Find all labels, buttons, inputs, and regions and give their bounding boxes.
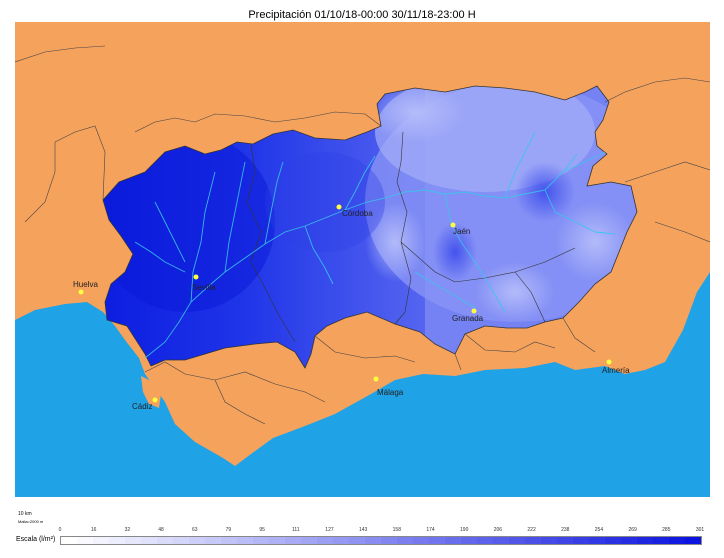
legend-tick-label: 254 (594, 527, 604, 533)
legend-area: 10 km Malla=2000 m Escala (l/m²) 0 16 32 48… (15, 497, 710, 553)
legend-color-step (221, 537, 237, 544)
city-dot-cadiz (152, 397, 158, 403)
legend-tick-label: 95 (259, 527, 265, 533)
legend-color-step (573, 537, 589, 544)
legend-label: Escala (l/m²) (16, 536, 56, 543)
legend-color-step (493, 537, 509, 544)
legend-color-step (109, 537, 125, 544)
legend-color-step (397, 537, 413, 544)
legend-color-step (605, 537, 621, 544)
legend-tick-label: 63 (191, 527, 198, 533)
legend-color-step (461, 537, 477, 544)
legend-tick-label: 79 (225, 527, 232, 533)
legend-tick-label: 158 (392, 527, 401, 533)
legend-color-step (237, 537, 253, 544)
legend-tick-label: 285 (662, 527, 671, 533)
legend-tick-label: 127 (325, 527, 334, 533)
grid-size-label: Malla=2000 m (18, 519, 44, 524)
city-label-almeria: Almería (602, 366, 630, 375)
city-dot-almeria (606, 359, 612, 365)
city-dot-jaen (450, 222, 456, 228)
legend-color-bar (60, 536, 702, 545)
legend-tick-label: 190 (460, 527, 469, 533)
legend-tick-label: 111 (291, 527, 300, 533)
legend-color-step (269, 537, 285, 544)
legend-color-step (157, 537, 173, 544)
legend-color-step (477, 537, 493, 544)
legend-color-step (445, 537, 461, 544)
legend-tick-label: 48 (158, 527, 164, 533)
map-title: Precipitación 01/10/18-00:00 30/11/18-23… (248, 9, 476, 21)
legend-tick-label: 269 (628, 527, 637, 533)
legend-color-step (669, 537, 685, 544)
legend-color-step (413, 537, 429, 544)
city-dot-granada (471, 308, 477, 314)
legend-color-step (173, 537, 189, 544)
precipitation-map: Huelva Sevilla Córdoba Jaén Granada Alme… (15, 22, 710, 497)
legend-color-step (141, 537, 157, 544)
legend-tick-label: 32 (124, 527, 131, 533)
city-label-cordoba: Córdoba (342, 209, 373, 218)
legend-tick-label: 0 (58, 527, 62, 533)
legend-tick-label: 301 (695, 527, 705, 533)
legend-color-step (525, 537, 541, 544)
legend-color-step (333, 537, 349, 544)
legend-color-step (509, 537, 525, 544)
legend-color-step (93, 537, 109, 544)
legend-tick-label: 222 (527, 527, 536, 533)
legend-color-step (349, 537, 365, 544)
city-label-sevilla: Sevilla (192, 283, 216, 292)
legend-color-step (381, 537, 397, 544)
precipitation-field (103, 86, 637, 368)
legend-color-step (285, 537, 301, 544)
city-markers: Huelva Sevilla Córdoba Jaén Granada Alme… (73, 204, 630, 411)
legend-tick-label: 238 (561, 527, 570, 533)
legend-tick-label: 174 (426, 527, 435, 533)
city-label-granada: Granada (452, 314, 484, 323)
legend-color-step (125, 537, 141, 544)
legend-color-step (189, 537, 205, 544)
legend-color-step (541, 537, 557, 544)
legend-color-step (589, 537, 605, 544)
scale-bar-label: 10 km (18, 511, 32, 517)
legend-color-step (253, 537, 269, 544)
legend-color-step (205, 537, 221, 544)
legend-ticks: 0 16 32 48 63 79 95 111 127 143 158 174 190 206 222 238… (58, 527, 705, 535)
legend-color-step (429, 537, 445, 544)
legend-tick-label: 143 (358, 527, 368, 533)
sea-area (15, 272, 710, 497)
city-dot-sevilla (193, 274, 199, 280)
legend-color-step (637, 537, 653, 544)
city-label-huelva: Huelva (73, 280, 98, 289)
andalucia-outline (102, 85, 638, 369)
city-dot-malaga (373, 376, 379, 382)
legend-color-step (621, 537, 637, 544)
legend-color-step (61, 537, 77, 544)
legend-color-step (365, 537, 381, 544)
city-label-cadiz: Cádiz (132, 402, 152, 411)
legend-tick-label: 206 (493, 527, 503, 533)
city-label-jaen: Jaén (453, 227, 470, 236)
legend-color-step (685, 537, 701, 544)
rivers (134, 131, 616, 359)
legend-color-step (317, 537, 333, 544)
city-dot-huelva (78, 289, 84, 295)
legend-color-step (301, 537, 317, 544)
city-label-malaga: Málaga (377, 388, 404, 397)
outer-boundaries (15, 45, 710, 425)
legend-color-step (77, 537, 93, 544)
legend-tick-label: 16 (90, 527, 97, 533)
city-dot-cordoba (336, 204, 342, 210)
legend-color-step (653, 537, 669, 544)
legend-color-step (557, 537, 573, 544)
